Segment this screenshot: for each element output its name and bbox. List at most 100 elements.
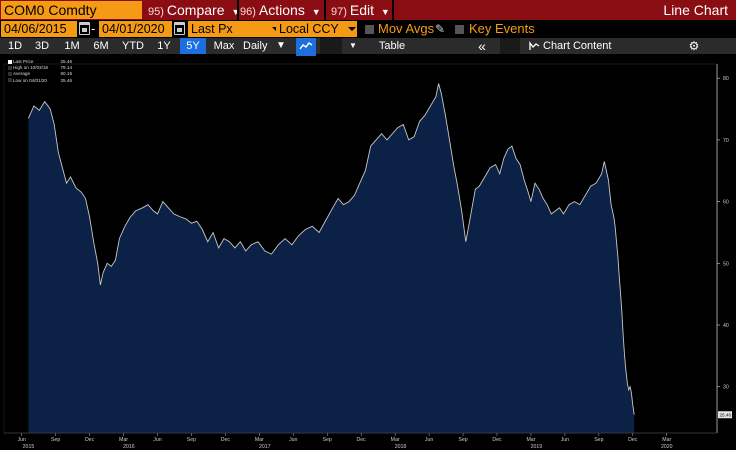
y-tick-label: 60 [723,200,729,206]
price-area [28,83,635,433]
toolbar: 1D 3D 1M 6M YTD 1Y 5Y Max Daily ▼ ▼ Tabl… [0,38,736,56]
end-date-field[interactable]: 04/01/2020 [99,21,172,37]
menu-divider [392,0,394,20]
range-1y-button[interactable]: 1Y [157,40,171,52]
collapse-chevron-icon[interactable]: « [478,38,486,54]
start-date-field[interactable]: 04/06/2015 [1,21,77,37]
legend-label: High on 10/03/18 [13,65,48,71]
legend-value: 25.46 [60,59,73,64]
x-year-label: 2016 [123,444,135,450]
range-max-button[interactable]: Max [213,40,235,52]
top-bar: COM0 Comdty 95) Compare ▼ 96) Actions ▼ 97… [0,0,736,20]
table-button[interactable]: Table [378,40,406,52]
line-chart-type-icon[interactable] [296,38,316,56]
legend-swatch [8,65,12,70]
range-5y-button[interactable]: 5Y [180,38,206,54]
chart-content-icon [527,38,541,56]
gear-icon[interactable]: ⚙ [688,39,700,53]
x-tick-label: Dec [492,437,502,443]
x-tick-label: Jun [153,437,161,443]
legend-value: 25.46 [60,77,73,83]
key-events-checkbox[interactable] [455,25,464,34]
chart-legend: Last Price 25.46 High on 10/03/18 79.14 Av… [8,59,72,85]
last-price-marker [718,411,732,419]
y-tick-label: 50 [723,261,729,267]
chevron-down-icon: ▼ [231,7,241,17]
x-tick-label: Mar [662,437,671,443]
chevron-down-icon[interactable]: ▼ [349,41,357,50]
compare-menu[interactable]: 95) Compare ▼ [148,0,240,20]
x-tick-label: Dec [628,437,638,443]
menu-divider [237,0,239,20]
mov-avgs-checkbox[interactable] [365,25,374,34]
legend-label: Average [13,71,31,77]
currency-select[interactable]: Local CCY [276,21,346,37]
x-tick-label: Sep [458,437,467,443]
compare-menu-number: 95) [148,6,164,18]
legend-row-last-price: Last Price 25.46 [8,59,72,65]
compare-menu-label: Compare [166,2,225,18]
mov-avgs-label: Mov Avgs [378,21,435,36]
x-tick-label: Dec [85,437,95,443]
x-tick-label: Sep [187,437,196,443]
x-tick-label: Dec [221,437,231,443]
legend-row-low: Low on 04/01/20 25.46 [8,78,72,84]
edit-menu[interactable]: 97) Edit ▼ [331,0,390,20]
x-tick-label: Sep [594,437,603,443]
chevron-down-icon[interactable]: ▼ [276,40,286,51]
last-price-label: 25.46 [720,413,732,418]
date-separator: - [91,21,96,36]
price-line [27,83,635,415]
edit-menu-number: 97) [331,6,347,18]
window-title: Line Chart [663,2,728,18]
chevron-down-icon: ▼ [311,7,321,17]
x-tick-label: Mar [526,437,535,443]
settings-bar: 04/06/2015 - 04/01/2020 Last Px Local CC… [0,20,736,38]
range-1m-button[interactable]: 1M [64,40,80,52]
edit-menu-label: Edit [349,2,375,18]
legend-value: 60.16 [60,71,73,77]
legend-label: Low on 04/01/20 [13,77,47,83]
key-events-label: Key Events [469,21,535,36]
range-ytd-button[interactable]: YTD [122,40,144,52]
range-6m-button[interactable]: 6M [93,40,109,52]
calendar-icon[interactable] [79,22,90,35]
x-tick-label: Sep [51,437,60,443]
toolbar-spacer [500,38,520,54]
x-tick-label: Sep [323,437,332,443]
x-tick-label: Jun [561,437,569,443]
range-3d-button[interactable]: 3D [34,40,50,52]
menu-divider [324,0,326,20]
actions-menu-label: Actions [258,2,305,18]
x-tick-label: Mar [255,437,264,443]
chart-content-button[interactable]: Chart Content [543,40,612,52]
x-tick-label: Jun [289,437,297,443]
x-tick-label: Jun [17,437,25,443]
actions-menu-number: 96) [240,6,256,18]
calendar-icon[interactable] [174,22,185,35]
chevron-down-icon: ▼ [380,7,390,17]
legend-row-high: High on 10/03/18 79.14 [8,65,72,71]
chevron-down-icon[interactable] [346,21,357,37]
legend-label: Last Price [13,59,34,64]
actions-menu[interactable]: 96) Actions ▼ [240,0,321,20]
x-year-label: 2019 [531,444,543,450]
legend-swatch [8,59,12,64]
range-1d-button[interactable]: 1D [7,40,23,52]
x-year-label: 2015 [23,444,35,450]
price-field-select[interactable]: Last Px [188,21,270,37]
y-tick-label: 80 [723,76,729,82]
frequency-select[interactable]: Daily [243,40,268,52]
y-tick-label: 70 [723,138,729,144]
pencil-icon[interactable]: ✎ [435,22,446,36]
x-year-label: 2018 [395,444,407,450]
x-tick-label: Jun [425,437,433,443]
ticker-field[interactable]: COM0 Comdty [1,1,142,19]
line-chart[interactable]: 30 40 50 60 70 80 25.46 Jun Sep Dec Mar Jun Sep Dec Ma… [0,54,736,450]
y-tick-label: 40 [723,323,729,329]
legend-swatch [8,78,12,83]
y-tick-label: 30 [723,385,729,391]
x-tick-label: Mar [119,437,128,443]
x-tick-label: Dec [357,437,367,443]
chart-type-extra [320,38,342,54]
